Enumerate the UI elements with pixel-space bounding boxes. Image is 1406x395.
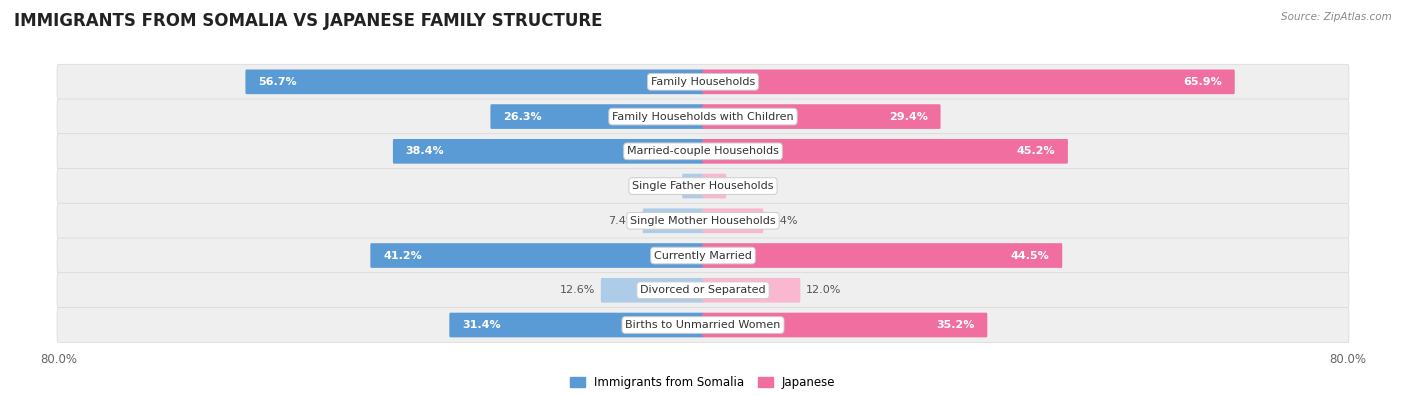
FancyBboxPatch shape: [58, 134, 1348, 169]
Text: 29.4%: 29.4%: [889, 111, 928, 122]
Text: 56.7%: 56.7%: [259, 77, 297, 87]
Text: 45.2%: 45.2%: [1017, 146, 1054, 156]
Text: 31.4%: 31.4%: [463, 320, 501, 330]
Text: 7.4%: 7.4%: [769, 216, 797, 226]
Text: 38.4%: 38.4%: [405, 146, 444, 156]
FancyBboxPatch shape: [703, 313, 987, 337]
FancyBboxPatch shape: [703, 139, 1069, 164]
Text: Births to Unmarried Women: Births to Unmarried Women: [626, 320, 780, 330]
Text: 41.2%: 41.2%: [382, 250, 422, 261]
Legend: Immigrants from Somalia, Japanese: Immigrants from Somalia, Japanese: [565, 371, 841, 393]
FancyBboxPatch shape: [246, 70, 703, 94]
Text: 12.6%: 12.6%: [560, 285, 595, 295]
Text: 35.2%: 35.2%: [936, 320, 974, 330]
Text: 44.5%: 44.5%: [1011, 250, 1049, 261]
Text: 7.4%: 7.4%: [609, 216, 637, 226]
FancyBboxPatch shape: [703, 70, 1234, 94]
FancyBboxPatch shape: [703, 104, 941, 129]
Text: Currently Married: Currently Married: [654, 250, 752, 261]
FancyBboxPatch shape: [58, 99, 1348, 134]
FancyBboxPatch shape: [682, 174, 703, 198]
Text: Married-couple Households: Married-couple Households: [627, 146, 779, 156]
FancyBboxPatch shape: [600, 278, 703, 303]
Text: 2.5%: 2.5%: [648, 181, 676, 191]
FancyBboxPatch shape: [703, 243, 1063, 268]
FancyBboxPatch shape: [58, 169, 1348, 203]
Text: 12.0%: 12.0%: [806, 285, 842, 295]
Text: Family Households: Family Households: [651, 77, 755, 87]
Text: 2.8%: 2.8%: [733, 181, 761, 191]
Text: IMMIGRANTS FROM SOMALIA VS JAPANESE FAMILY STRUCTURE: IMMIGRANTS FROM SOMALIA VS JAPANESE FAMI…: [14, 12, 603, 30]
Text: Family Households with Children: Family Households with Children: [612, 111, 794, 122]
FancyBboxPatch shape: [58, 238, 1348, 273]
FancyBboxPatch shape: [643, 209, 703, 233]
FancyBboxPatch shape: [703, 209, 763, 233]
Text: 26.3%: 26.3%: [503, 111, 541, 122]
Text: Divorced or Separated: Divorced or Separated: [640, 285, 766, 295]
Text: Single Father Households: Single Father Households: [633, 181, 773, 191]
FancyBboxPatch shape: [392, 139, 703, 164]
FancyBboxPatch shape: [491, 104, 703, 129]
FancyBboxPatch shape: [58, 203, 1348, 238]
FancyBboxPatch shape: [58, 64, 1348, 100]
FancyBboxPatch shape: [703, 174, 727, 198]
FancyBboxPatch shape: [58, 307, 1348, 342]
Text: 65.9%: 65.9%: [1184, 77, 1222, 87]
Text: Single Mother Households: Single Mother Households: [630, 216, 776, 226]
FancyBboxPatch shape: [58, 273, 1348, 308]
Text: Source: ZipAtlas.com: Source: ZipAtlas.com: [1281, 12, 1392, 22]
FancyBboxPatch shape: [703, 278, 800, 303]
FancyBboxPatch shape: [370, 243, 703, 268]
FancyBboxPatch shape: [450, 313, 703, 337]
